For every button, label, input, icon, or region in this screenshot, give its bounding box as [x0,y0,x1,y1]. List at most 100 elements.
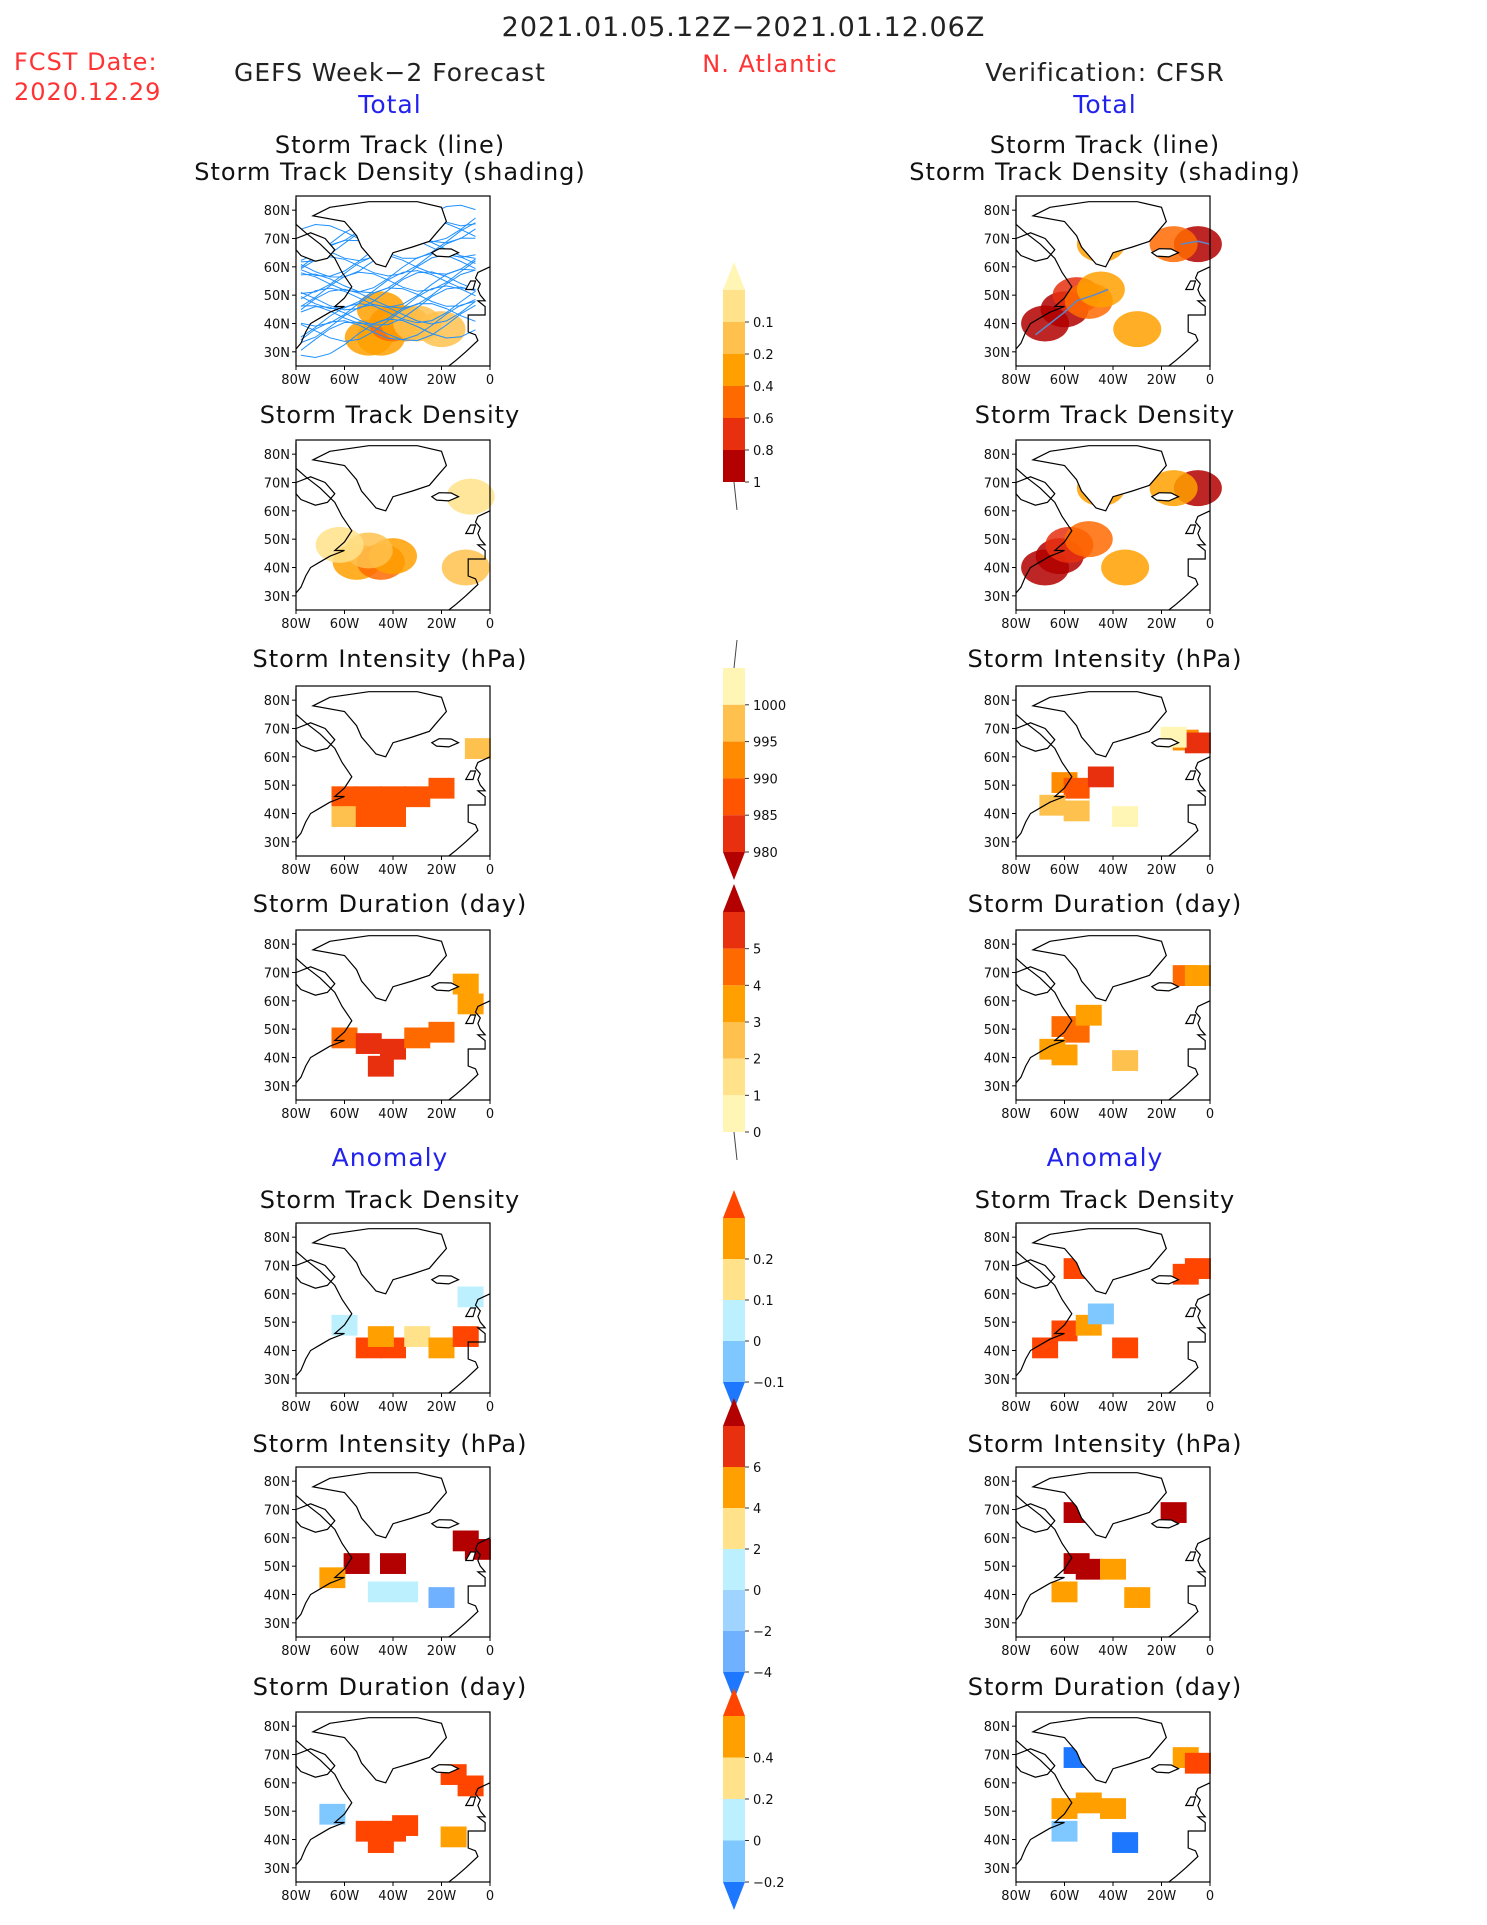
y-tick-label: 40N [264,1052,290,1067]
colorbar-label: 0 [753,1126,761,1141]
x-tick-label: 0 [1206,617,1214,632]
colorbar-label: 0.2 [753,348,774,363]
y-tick-label: 30N [264,1862,290,1877]
colorbar-label: 0.4 [753,380,774,395]
x-tick-label: 20W [1147,1644,1177,1659]
colorbar-segment [723,704,745,742]
density-blob [1064,521,1113,558]
coastline [1031,445,1167,512]
colorbar-segment [723,1426,745,1467]
y-tick-label: 50N [264,533,290,548]
y-tick-label: 40N [984,1834,1010,1849]
grid-cell [1160,1502,1187,1523]
grid-cell [1075,1004,1102,1026]
panel-title: Storm Track Density [974,1186,1236,1214]
x-tick-label: 0 [486,617,494,632]
x-tick-label: 40W [378,373,408,388]
colorbar-label: 4 [753,979,761,994]
x-tick-label: 0 [1206,1400,1214,1415]
colorbar-label: 990 [753,772,778,787]
map-panel: 80W 60W 40W 20W 0 80N 70N 60N 50N 40N 30N [264,1222,494,1415]
grid-cell [404,1326,431,1347]
colorbar-segment [723,912,745,949]
grid-cell [1063,1021,1090,1043]
grid-cell [1039,794,1066,816]
y-tick-label: 60N [264,1288,290,1303]
coastline [1031,1472,1167,1539]
grid-cell [1087,1303,1114,1325]
coastline [1015,688,1073,840]
y-tick-label: 40N [984,1052,1010,1067]
coastline [464,1307,477,1318]
storm-track-line [300,286,476,326]
panel-title: Storm Track (line) [274,131,506,159]
colorbar-label: 0.8 [753,444,774,459]
colorbar-label: 4 [753,1502,761,1517]
colorbar-end-triangle [723,1882,745,1910]
x-tick-label: 60W [330,1400,360,1415]
colorbar-label: 1000 [753,699,786,714]
colorbar-segment [723,1757,745,1799]
grid-cell [392,1581,419,1603]
colorbar: 0.1 0.2 0.4 0.6 0.8 1 [723,262,774,511]
coastline [1184,280,1197,291]
y-tick-label: 40N [984,1345,1010,1360]
x-tick-label: 80W [1001,1889,1031,1904]
storm-track-line [1034,288,1109,336]
grid-cell [457,1286,484,1308]
coastline [1168,756,1211,857]
x-tick-label: 80W [1001,1644,1031,1659]
colorbar-segment [723,418,745,450]
colorbar-label: 0.4 [753,1752,774,1767]
map-panel: 80W 60W 40W 20W 0 80N 70N 60N 50N 40N 30N [984,1222,1214,1415]
right-column-title: Verification: CFSR [985,58,1225,87]
panel-title: Storm Duration (day) [252,1673,528,1701]
coastline [448,1000,491,1101]
x-tick-label: 20W [1147,373,1177,388]
grid-cell [1184,1752,1211,1774]
x-tick-label: 40W [378,1107,408,1122]
coastline [464,1551,477,1562]
grid-cell [1112,1832,1139,1853]
colorbar-segment [723,1341,745,1382]
grid-cell [331,806,358,827]
colorbar-label: 5 [753,943,761,958]
y-tick-label: 40N [264,562,290,577]
x-tick-label: 40W [1098,1889,1128,1904]
right-total-label: Total [1073,90,1137,119]
y-tick-label: 60N [264,1777,290,1792]
y-tick-label: 70N [984,723,1010,738]
y-tick-label: 80N [264,1475,290,1490]
coastline [1184,1551,1197,1562]
grid-cell [380,1038,406,1060]
grid-cell [1032,1337,1059,1359]
coastline [311,1472,448,1539]
coastline [295,1469,353,1621]
map-panel: 80W 60W 40W 20W 0 80N 70N 60N 50N 40N 30N [264,685,494,878]
colorbar-label: 1 [753,476,761,491]
coastline [430,1275,460,1285]
density-blob [1113,311,1162,348]
coastline [295,1714,353,1866]
panel-title: Storm Intensity (hPa) [252,1430,528,1458]
coastline [448,756,491,857]
y-tick-label: 40N [984,318,1010,333]
y-tick-label: 50N [984,1316,1010,1331]
y-tick-label: 70N [984,1260,1010,1275]
coastline [295,932,353,1084]
coastline [295,442,353,594]
x-tick-label: 40W [378,1889,408,1904]
x-tick-label: 0 [1206,863,1214,878]
colorbar-end-line [733,639,738,669]
grid-cell [367,1326,394,1347]
grid-cell [428,1337,455,1359]
x-tick-label: 0 [486,1107,494,1122]
panel-subtitle: Storm Track Density (shading) [194,158,586,186]
y-tick-label: 50N [264,779,290,794]
y-tick-label: 50N [984,533,1010,548]
density-blob [441,549,490,586]
y-tick-label: 30N [264,836,290,851]
coastline [464,1014,477,1025]
x-tick-label: 60W [1050,863,1080,878]
